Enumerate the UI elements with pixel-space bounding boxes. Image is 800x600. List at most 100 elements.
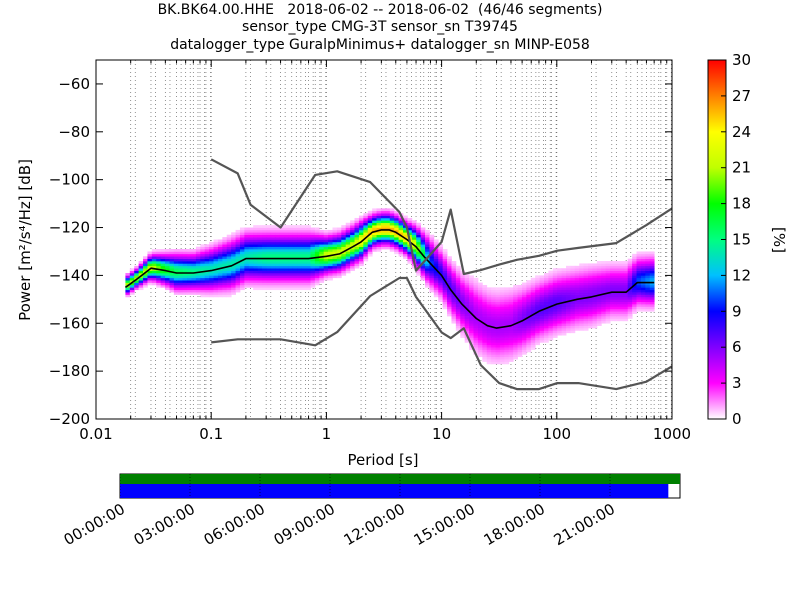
histogram-cell: [248, 249, 254, 252]
histogram-cell: [195, 246, 201, 250]
histogram-cell: [231, 265, 236, 269]
histogram-cell: [438, 287, 444, 291]
histogram-cell: [380, 210, 386, 214]
histogram-cell: [640, 294, 646, 298]
histogram-cell: [477, 325, 483, 329]
histogram-cell: [460, 299, 466, 303]
histogram-cell: [270, 232, 276, 236]
histogram-cell: [645, 258, 651, 262]
histogram-cell: [222, 253, 228, 257]
histogram-cell: [530, 301, 536, 305]
histogram-cell: [239, 246, 245, 250]
histogram-cell: [588, 275, 593, 279]
histogram-cell: [204, 282, 210, 286]
histogram-cell: [151, 261, 157, 264]
histogram-cell: [504, 299, 510, 303]
histogram-cell: [429, 244, 435, 247]
histogram-cell: [530, 325, 536, 329]
histogram-cell: [539, 332, 545, 336]
histogram-cell: [297, 225, 303, 228]
histogram-cell: [350, 232, 355, 236]
histogram-cell: [403, 244, 408, 247]
histogram-cell: [403, 215, 408, 219]
histogram-cell: [306, 229, 311, 233]
histogram-cell: [411, 220, 417, 224]
histogram-cell: [266, 284, 272, 288]
histogram-cell: [217, 258, 223, 262]
histogram-cell: [385, 220, 391, 224]
histogram-cell: [173, 280, 179, 283]
histogram-cell: [539, 337, 545, 341]
histogram-cell: [499, 344, 505, 348]
histogram-cell: [253, 237, 258, 240]
histogram-cell: [566, 325, 571, 329]
histogram-cell: [526, 306, 532, 310]
histogram-cell: [297, 270, 303, 274]
histogram-cell: [438, 265, 444, 269]
histogram-cell: [262, 239, 267, 243]
histogram-cell: [526, 299, 532, 303]
histogram-cell: [279, 270, 285, 274]
histogram-cell: [495, 301, 501, 305]
histogram-cell: [469, 318, 474, 322]
histogram-cell: [262, 241, 267, 245]
histogram-cell: [618, 261, 624, 264]
histogram-cell: [438, 263, 444, 267]
histogram-cell: [257, 246, 263, 250]
histogram-cell: [574, 304, 580, 307]
histogram-cell: [138, 265, 144, 269]
histogram-cell: [147, 280, 153, 283]
histogram-cell: [544, 316, 549, 319]
histogram-cell: [548, 284, 554, 288]
histogram-cell: [244, 251, 250, 255]
histogram-cell: [588, 316, 593, 319]
histogram-cell: [521, 289, 527, 293]
histogram-cell: [588, 299, 593, 303]
histogram-cell: [552, 325, 558, 329]
x-tick-label: 10: [432, 425, 451, 443]
histogram-cell: [425, 232, 430, 236]
histogram-cell: [640, 275, 646, 279]
histogram-cell: [561, 275, 567, 279]
chart-title-line1: BK.BK64.00.HHE 2018-06-02 -- 2018-06-02 …: [157, 2, 603, 18]
histogram-cell: [239, 227, 245, 231]
histogram-cell: [226, 294, 232, 298]
histogram-cell: [561, 299, 567, 303]
histogram-cell: [165, 265, 170, 269]
histogram-cell: [411, 229, 417, 233]
histogram-cell: [464, 340, 470, 343]
histogram-cell: [491, 313, 496, 317]
histogram-cell: [143, 275, 148, 279]
histogram-cell: [306, 273, 311, 276]
histogram-cell: [165, 277, 170, 281]
histogram-cell: [623, 273, 629, 276]
histogram-cell: [469, 335, 474, 338]
histogram-cell: [596, 304, 602, 307]
histogram-cell: [288, 284, 294, 288]
histogram-cell: [579, 275, 585, 279]
histogram-cell: [209, 261, 214, 264]
histogram-cell: [403, 241, 408, 245]
histogram-cell: [640, 280, 646, 283]
histogram-cell: [632, 287, 637, 291]
histogram-cell: [200, 246, 206, 250]
histogram-cell: [649, 301, 655, 305]
histogram-cell: [262, 237, 267, 240]
histogram-cell: [596, 318, 602, 322]
histogram-cell: [636, 263, 642, 267]
histogram-cell: [552, 328, 558, 331]
histogram-cell: [592, 301, 598, 305]
histogram-cell: [482, 299, 488, 303]
histogram-cell: [464, 306, 470, 310]
histogram-cell: [143, 263, 148, 267]
histogram-cell: [323, 253, 329, 257]
histogram-cell: [491, 287, 496, 291]
histogram-cell: [499, 289, 505, 293]
histogram-cell: [513, 306, 518, 310]
histogram-cell: [178, 249, 184, 252]
histogram-cell: [433, 280, 439, 283]
histogram-cell: [583, 318, 589, 322]
histogram-cell: [495, 323, 501, 326]
histogram-cell: [592, 275, 598, 279]
histogram-cell: [222, 246, 228, 250]
